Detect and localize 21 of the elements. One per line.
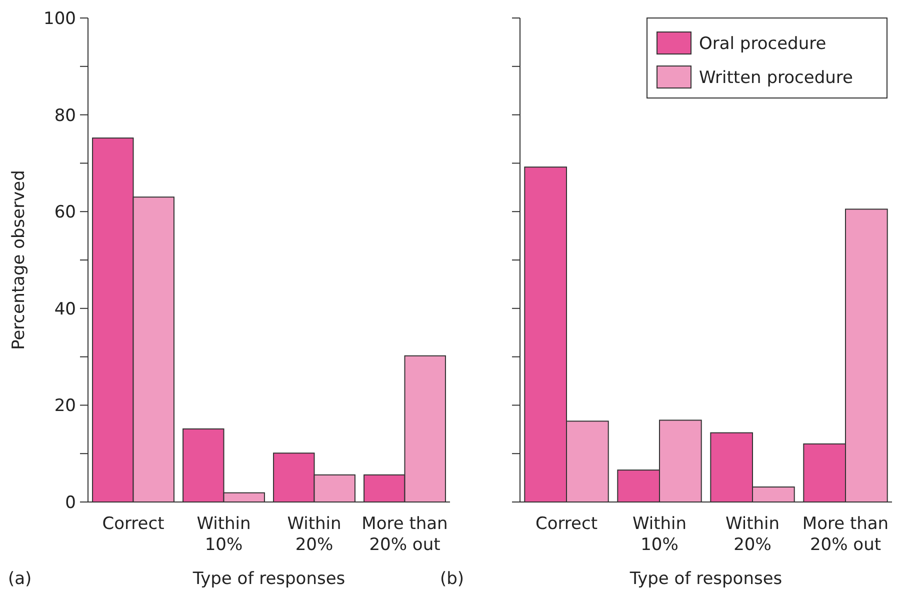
- x-tick-label: Within 10%: [196, 514, 251, 555]
- x-tick-label: More than 20% out: [362, 514, 448, 555]
- legend-label: Written procedure: [699, 68, 853, 88]
- y-tick-label: 80: [54, 106, 76, 126]
- legend-label: Oral procedure: [699, 34, 826, 54]
- y-tick-label: 100: [44, 8, 76, 29]
- x-tick-label: Within 10%: [632, 514, 687, 555]
- y-tick-label: 40: [54, 299, 76, 320]
- x-tick-label: More than 20% out: [802, 514, 889, 555]
- x-axis-title: Type of responses: [628, 569, 782, 589]
- x-axis-title: Type of responses: [192, 569, 346, 589]
- y-axis-title: Percentage observed: [9, 170, 29, 350]
- x-tick-label: Within 20%: [725, 514, 780, 555]
- y-tick-label: 60: [54, 202, 76, 223]
- text: (a): [8, 569, 32, 589]
- x-tick-label: Within 20%: [287, 514, 342, 555]
- text: (b): [440, 569, 464, 589]
- x-tick-label: Correct: [102, 514, 165, 534]
- y-tick-label: 20: [54, 396, 76, 416]
- y-tick-label: 0: [65, 492, 76, 513]
- x-tick-label: Correct: [535, 514, 598, 534]
